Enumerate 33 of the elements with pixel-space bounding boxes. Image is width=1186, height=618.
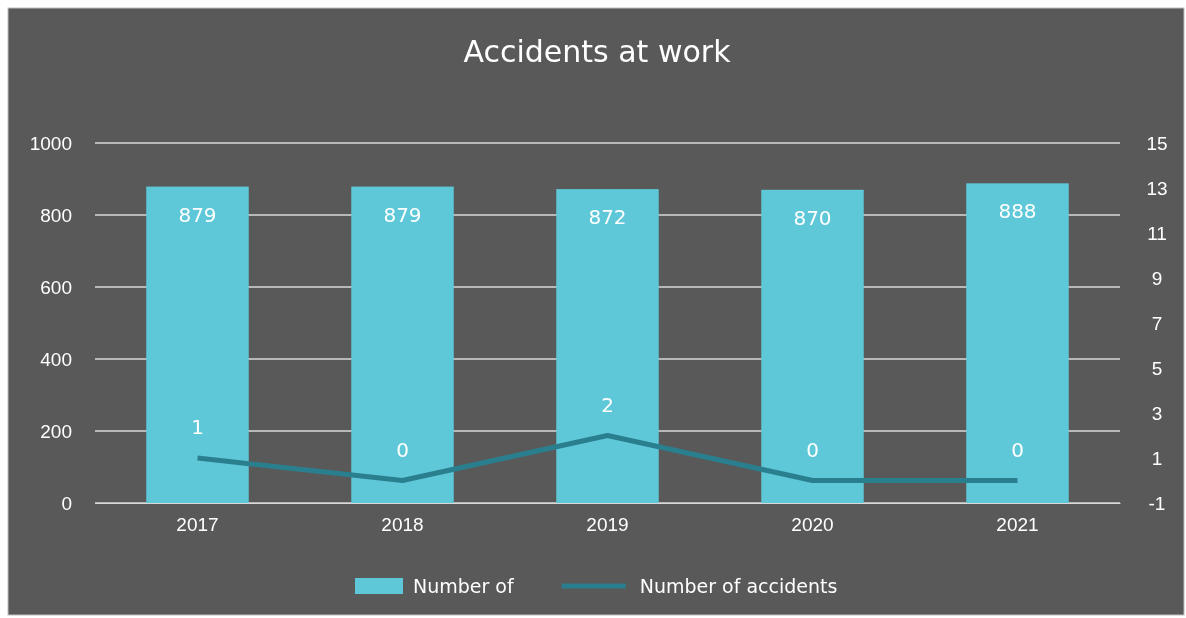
- data-label: 0: [1011, 437, 1024, 462]
- y-tick-label: 0: [61, 492, 72, 514]
- x-tick-label: 2021: [996, 514, 1039, 535]
- y2-tick-label: 3: [1151, 402, 1163, 424]
- y2-tick-label: 9: [1151, 267, 1163, 289]
- data-label: 870: [793, 205, 832, 230]
- chart-title: Accidents at work: [463, 34, 732, 69]
- y-tick-label: 600: [40, 276, 72, 298]
- x-tick-label: 2017: [176, 514, 219, 535]
- x-tick-label: 2019: [586, 514, 629, 535]
- data-label: 0: [396, 437, 409, 462]
- data-label: 1: [191, 415, 204, 439]
- data-label: 2: [601, 392, 614, 417]
- y2-tick-label: -1: [1148, 492, 1166, 514]
- legend-label: Number of: [413, 575, 515, 597]
- y2-tick-label: 11: [1147, 222, 1167, 244]
- data-label: 879: [383, 202, 422, 227]
- y2-tick-label: 7: [1151, 312, 1163, 334]
- data-label: 879: [178, 202, 217, 227]
- y-tick-label: 200: [40, 420, 72, 442]
- y-tick-label: 400: [40, 348, 72, 370]
- x-tick-label: 2020: [791, 514, 834, 535]
- data-label: 0: [806, 437, 819, 462]
- x-tick-label: 2018: [381, 514, 424, 535]
- y2-tick-label: 15: [1146, 132, 1168, 154]
- data-label: 888: [998, 199, 1037, 224]
- legend-label: Number of accidents: [639, 575, 838, 597]
- y2-tick-label: 5: [1151, 357, 1163, 379]
- data-label: 872: [588, 205, 627, 230]
- y-tick-label: 800: [40, 204, 72, 226]
- y-tick-label: 1000: [29, 132, 72, 154]
- y2-tick-label: 1: [1151, 447, 1163, 469]
- y2-tick-label: 13: [1146, 177, 1168, 199]
